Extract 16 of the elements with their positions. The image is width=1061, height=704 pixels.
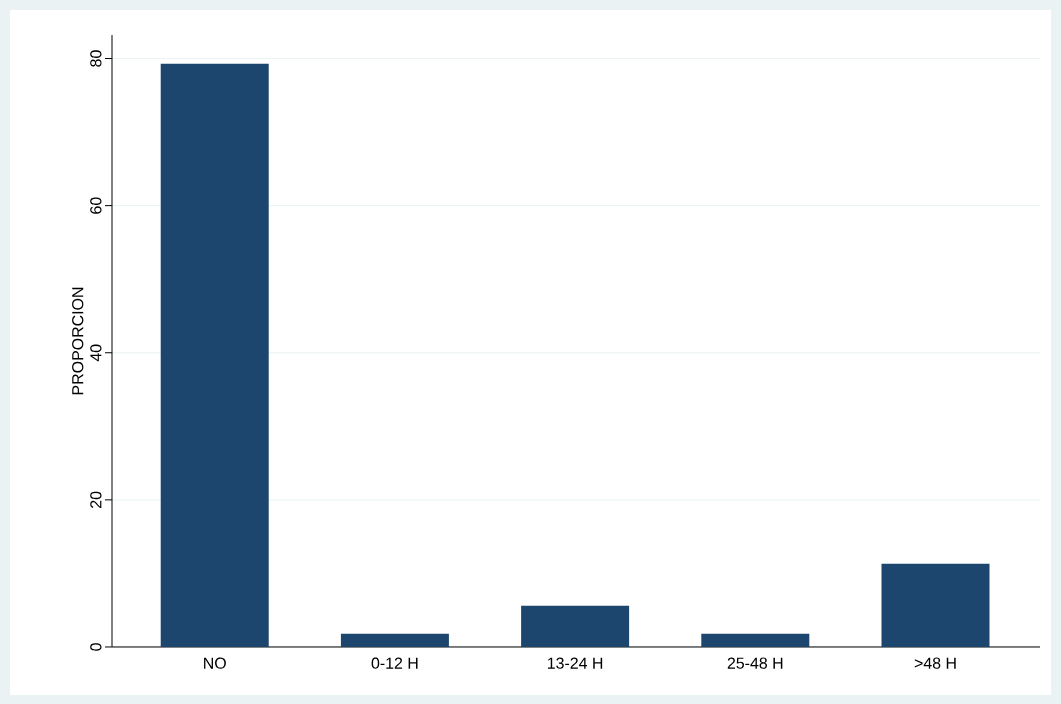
x-tick-label: 25-48 H [727, 657, 783, 669]
y-tick-label: 80 [90, 50, 102, 67]
bar [701, 633, 810, 647]
y-tick-label: 0 [90, 643, 102, 651]
y-tick-label: 60 [90, 197, 102, 214]
bar [521, 605, 630, 647]
y-tick-label: 20 [90, 491, 102, 508]
x-tick-label: 0-12 H [371, 657, 418, 669]
x-tick-label: >48 H [914, 657, 956, 669]
bar [340, 633, 449, 647]
x-tick-label: NO [204, 657, 226, 669]
bar [881, 563, 990, 647]
y-tick-label: 40 [90, 344, 102, 362]
bar [160, 63, 269, 647]
y-axis-title: PROPORCION [72, 287, 84, 395]
x-tick-label: 13-24 H [547, 657, 603, 669]
